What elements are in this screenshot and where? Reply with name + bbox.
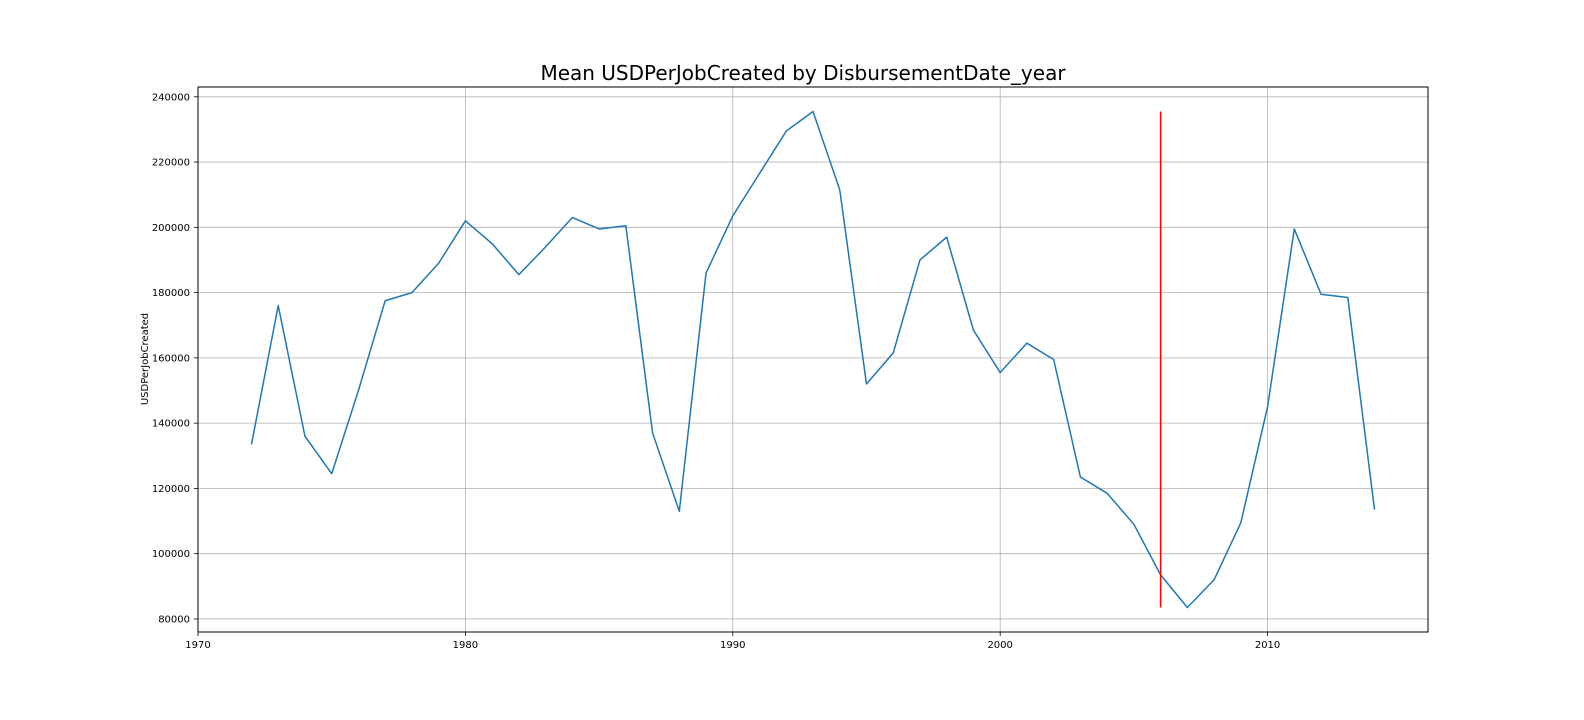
chart-title: Mean USDPerJobCreated by DisbursementDat… [540,61,1066,85]
y-tick-label-6: 200000 [152,223,190,234]
y-tick-label-5: 180000 [152,288,190,299]
x-tick-label-0: 1970 [185,640,210,651]
axis-ticks: 1970 1980 1990 2000 2010 80000 100000 120000 140… [152,92,1280,651]
y-tick-label-2: 120000 [152,484,190,495]
y-tick-label-7: 220000 [152,158,190,169]
grid-lines [197,87,1428,632]
x-tick-label-2: 1990 [720,640,745,651]
x-tick-label-4: 2010 [1255,640,1280,651]
plot-frame [197,86,1429,633]
x-tick-label-3: 2000 [987,640,1012,651]
y-axis-title: USDPerJobCreated [140,313,151,405]
y-tick-label-1: 100000 [152,549,190,560]
series-layer [250,110,1376,609]
y-tick-label-8: 240000 [152,92,190,103]
y-tick-label-4: 160000 [152,353,190,364]
y-tick-label-3: 140000 [152,419,190,430]
y-tick-label-0: 80000 [158,614,190,625]
x-tick-label-1: 1980 [453,640,478,651]
series-line-0 [250,110,1376,609]
